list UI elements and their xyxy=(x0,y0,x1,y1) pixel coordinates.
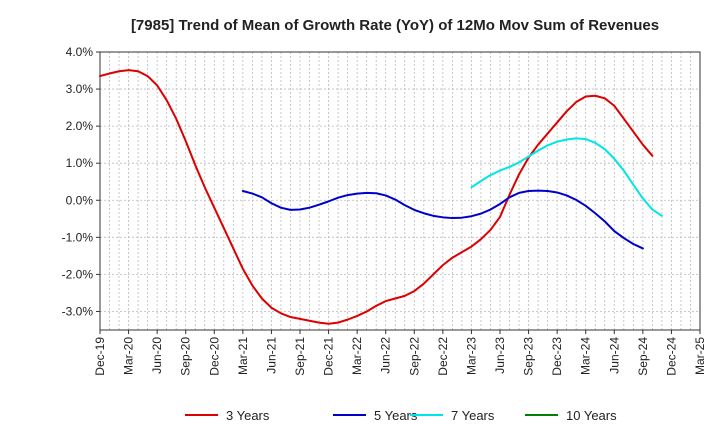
x-tick-label: Jun-24 xyxy=(607,337,621,374)
x-tick-label: Sep-22 xyxy=(407,337,421,376)
x-tick-label: Dec-23 xyxy=(550,337,564,376)
x-tick-label: Sep-23 xyxy=(522,337,536,376)
y-tick-label: -3.0% xyxy=(62,304,94,318)
x-tick-label: Mar-25 xyxy=(693,337,707,375)
x-tick-label: Mar-20 xyxy=(122,337,136,375)
x-tick-label: Dec-21 xyxy=(322,337,336,376)
x-tick-label: Sep-24 xyxy=(636,337,650,376)
y-tick-label: -1.0% xyxy=(62,230,94,244)
y-tick-label: 4.0% xyxy=(66,45,94,59)
y-tick-label: 3.0% xyxy=(66,82,94,96)
x-tick-label: Mar-22 xyxy=(350,337,364,375)
x-tick-label: Dec-24 xyxy=(664,337,678,376)
plot-frame xyxy=(99,51,701,331)
x-tick-label: Jun-20 xyxy=(150,337,164,374)
legend: 3 Years 5 Years 7 Years 10 Years xyxy=(185,408,617,423)
plot-area: Dec-19 Mar-20 Jun-20 Sep-20 Dec-20 Mar-21 Jun-… xyxy=(62,45,707,376)
chart-title: [7985] Trend of Mean of Growth Rate (YoY… xyxy=(131,17,659,34)
y-tick-label: 0.0% xyxy=(66,193,94,207)
x-tick-label: Jun-22 xyxy=(379,337,393,374)
x-tick-label: Mar-23 xyxy=(464,337,478,375)
x-tick-label: Sep-20 xyxy=(179,337,193,376)
x-tick-label: Dec-22 xyxy=(436,337,450,376)
x-tick-label: Mar-21 xyxy=(236,337,250,375)
y-tick-label: 2.0% xyxy=(66,119,94,133)
legend-label: 10 Years xyxy=(566,408,617,423)
legend-label: 3 Years xyxy=(226,408,270,423)
x-tick-label: Jun-23 xyxy=(493,337,507,374)
x-tick-label: Sep-21 xyxy=(293,337,307,376)
y-tick-label: 1.0% xyxy=(66,156,94,170)
x-tick-label: Dec-20 xyxy=(207,337,221,376)
series-line-7-years xyxy=(470,137,663,217)
series-line-3-years xyxy=(99,69,654,325)
x-tick-label: Mar-24 xyxy=(579,337,593,375)
series-line-5-years xyxy=(241,189,644,250)
x-tick-label: Dec-19 xyxy=(93,337,107,376)
x-tick-label: Jun-21 xyxy=(264,337,278,374)
legend-label: 7 Years xyxy=(451,408,495,423)
y-tick-label: -2.0% xyxy=(62,267,94,281)
legend-label: 5 Years xyxy=(374,408,418,423)
